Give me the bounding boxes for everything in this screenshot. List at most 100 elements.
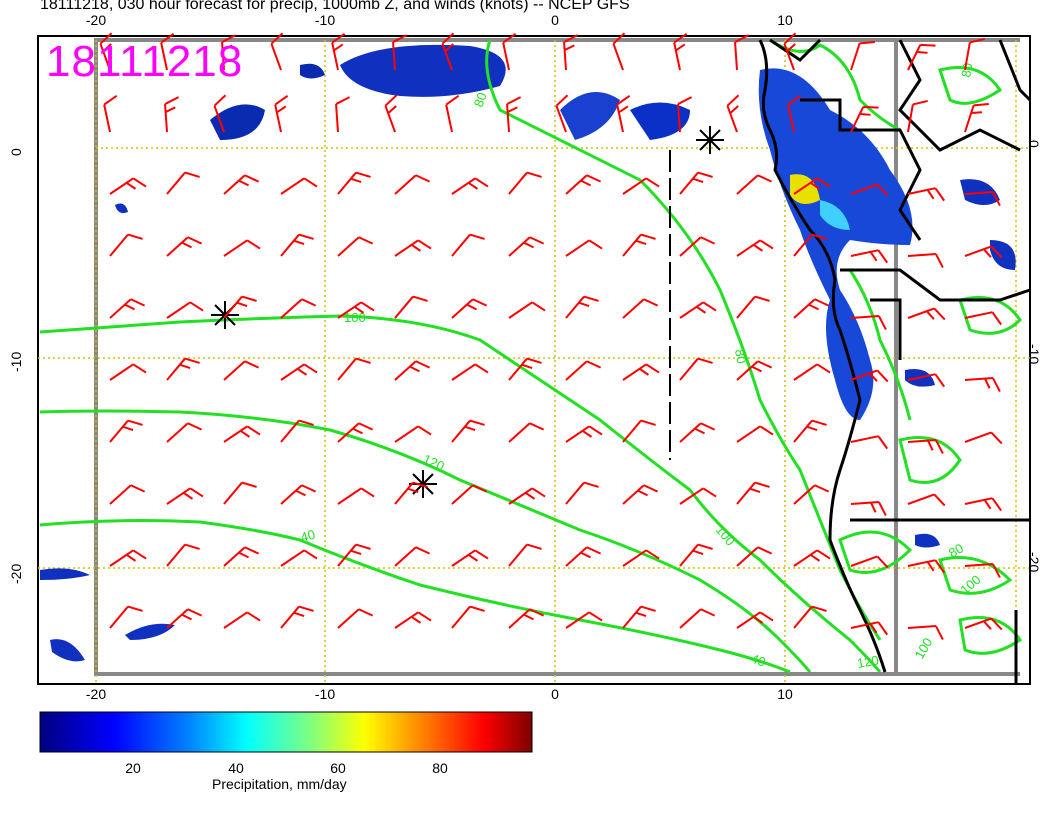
wind-barb [850,369,889,383]
wind-barb [793,549,831,567]
wind-barb [616,95,631,133]
wind-barb [612,32,626,71]
wind-barb [964,563,1001,579]
wind-barb [103,95,118,133]
wind-barb [679,357,713,381]
lon-label-top: 10 [777,12,793,28]
wind-barb [160,33,175,71]
wind-barb [563,34,579,71]
wind-barb [508,608,545,629]
wind-barb [337,357,371,381]
contour-label: 80 [946,540,966,560]
wind-barb [337,608,374,629]
wind-barb [622,549,660,567]
wind-barb [736,239,774,257]
wind-barb [679,236,716,257]
wind-barb [394,295,428,319]
wind-barb [964,497,1002,512]
wind-barb [622,177,660,195]
wind-barb [109,363,147,381]
graticule [38,40,1030,684]
wind-barb [964,245,1003,259]
wind-barb [337,543,371,567]
wind-barb [99,32,113,71]
wind-barb [109,177,147,195]
wind-barb [280,605,314,629]
wind-barb [964,37,985,71]
contour-label: 100 [344,310,366,325]
wind-barb [555,94,569,133]
lat-label-right: -20 [1026,552,1042,573]
wind-barb [736,425,774,443]
wind-barb [270,32,284,71]
wind-barb [506,96,522,133]
wind-barb [736,174,773,195]
wind-barb [508,301,546,319]
wind-barb [508,171,542,195]
wind-barb [964,311,1002,326]
wind-barb [622,484,659,505]
wind-barb [907,99,928,133]
wind-barb [166,422,203,443]
colorbar-tick: 60 [330,760,346,776]
wind-barb [223,239,261,257]
wind-barbs [99,32,1003,641]
wind-barb [109,233,143,257]
contour-label: 40 [299,527,317,545]
wind-barb [907,439,944,455]
wind-barb [793,233,827,257]
wind-barb [280,177,318,195]
wind-barb [223,360,260,381]
lat-label-right: -10 [1026,344,1042,365]
contour-label: 40 [749,651,768,670]
wind-barb [622,605,656,629]
wind-barb [726,94,740,133]
wind-barb [451,419,485,443]
wind-barb [109,605,143,629]
wind-barb [622,363,660,381]
wind-barb [907,373,945,388]
wind-barb [783,32,797,71]
lat-label-left: 0 [8,148,24,156]
colorbar-tick: 40 [228,760,244,776]
wind-barb [223,295,257,319]
wind-barb [223,425,261,443]
wind-barb [166,236,203,257]
lat-label-left: -10 [8,351,24,372]
wind-barb [335,96,351,133]
contour-label: 80 [958,62,975,79]
wind-barb [508,422,545,443]
contour-label: 80 [471,90,490,109]
wind-barb [109,419,143,443]
wind-barb [565,295,599,319]
wind-barb [850,105,879,133]
coastlines [758,38,1032,684]
wind-barb [280,233,314,257]
wind-barb [109,484,146,505]
wind-barb [164,96,180,133]
wind-barb [451,363,489,381]
wind-barb [679,301,717,319]
wind-barb [394,481,428,505]
wind-barb [622,298,659,319]
wind-barb [964,617,1003,631]
wind-barb [280,419,314,443]
wind-barb [622,419,656,443]
wind-barb [223,174,260,195]
wind-barb [907,307,946,321]
star-markers [211,126,724,498]
wind-barb [394,174,431,195]
wind-barb [565,174,602,195]
lon-label-bottom: -20 [85,686,107,702]
wind-barb [451,549,489,567]
colorbar [39,711,533,753]
colorbar-label: Precipitation, mm/day [212,776,347,792]
wind-barb [850,40,875,71]
wind-barb [394,360,431,381]
lon-label-top: -20 [85,12,107,28]
wind-barb [221,34,237,71]
lon-label-bottom: 10 [777,686,793,702]
wind-barb [793,363,831,381]
wind-barb [502,33,517,71]
wind-barb [213,94,227,133]
